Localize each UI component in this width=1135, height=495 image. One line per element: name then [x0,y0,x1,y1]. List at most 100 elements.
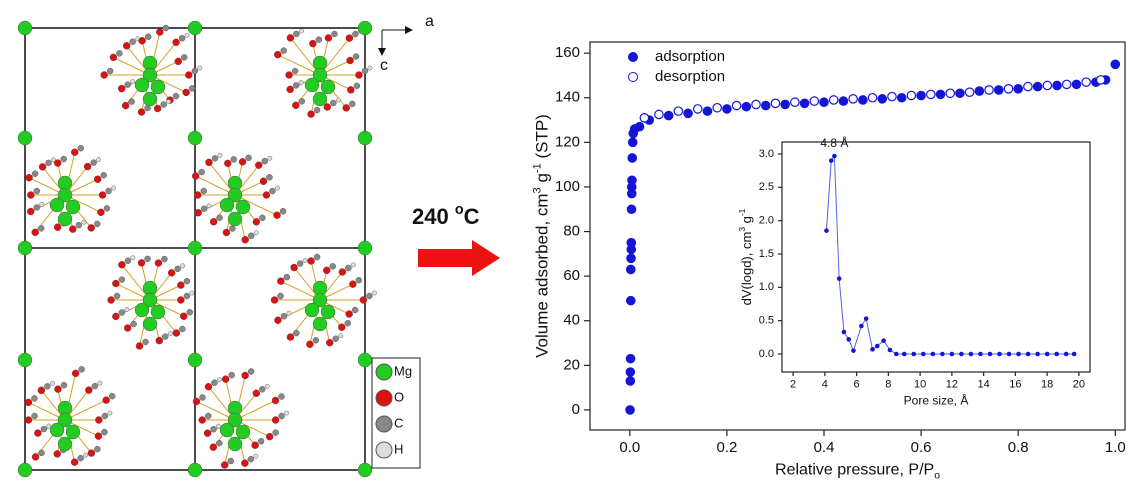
x-tick-label: 0.8 [1008,439,1029,456]
axis-arrow-head [405,26,413,34]
atom [320,79,336,95]
atom [188,85,196,92]
atom [109,53,118,62]
y-tick-label: 2.0 [759,215,774,227]
atom [31,228,39,237]
data-point [626,204,637,215]
data-point [1013,84,1023,94]
atom [142,292,158,308]
data-point [1052,80,1062,91]
data-point [627,175,637,186]
atom [181,54,188,61]
atom [98,191,107,199]
atom [27,207,35,216]
bond [234,194,278,216]
atom [306,340,314,349]
atom [71,369,80,378]
data-point [712,102,722,113]
atom [313,253,321,261]
y-tick-label: 0.5 [759,315,774,327]
atom [238,158,247,166]
atom [280,47,287,54]
atom [284,410,289,416]
legend-swatch [375,389,393,407]
atom [222,228,231,237]
atom [273,211,281,219]
data-point [741,101,752,112]
atom [271,396,280,405]
atom [187,240,203,256]
atom [271,416,280,424]
data-point [926,89,936,100]
data-line [825,154,1075,355]
label-part: Pore size, Å [904,393,969,408]
atom [161,255,168,263]
condition-label: 240 oC [412,202,480,229]
y-tick-label: 140 [555,89,580,106]
atom [94,432,103,440]
atom [24,398,33,407]
data-point [625,295,636,306]
atom [134,77,150,93]
atom [259,214,266,222]
data-point [968,351,974,357]
atom [200,187,207,195]
atom [255,161,263,169]
data-point [881,338,886,343]
atom [33,204,40,211]
data-point [846,337,851,342]
data-point [1054,351,1059,357]
x-tick-label: 20 [1073,379,1085,391]
legend-swatch [375,415,393,433]
atom [38,163,47,171]
atom [75,221,83,229]
atom [130,255,136,261]
atom [94,220,101,228]
atom [142,338,149,346]
data-point [935,89,946,100]
atom [102,396,110,404]
atom [338,268,347,276]
atom [25,174,33,182]
atom [210,426,217,433]
atom [277,292,284,300]
atom [199,394,206,401]
legend-label: adsorption [655,48,725,65]
atom [60,155,67,163]
atom [302,258,308,263]
x-tick-label: 6 [854,379,860,391]
atom [312,67,328,83]
atom [155,336,163,345]
atom [142,67,158,83]
axis-name: c [380,57,388,74]
atom [280,313,288,320]
atom [31,412,38,420]
bond [280,280,321,301]
plot-frame [589,41,1126,431]
data-point [1095,75,1106,85]
data-point [964,87,975,97]
atom [69,225,77,233]
atom [371,290,377,296]
bond [290,37,321,76]
atom [292,82,300,89]
atom [219,197,235,213]
x-tick-label: 10 [914,379,926,391]
atom [184,32,190,38]
atom [275,185,280,191]
y-tick-label: 0.0 [759,348,774,360]
atom [338,333,344,339]
y-tick-label: 20 [563,356,580,373]
data-point [625,405,635,415]
atom [17,462,33,478]
label-part: 3 [737,227,747,232]
atom [150,304,166,320]
data-point [824,228,829,233]
data-point [1003,84,1014,94]
legend-marker [628,72,638,82]
atom [293,30,300,38]
atom [221,461,229,469]
atom [31,453,40,461]
atom [315,36,323,43]
atom [267,155,273,161]
